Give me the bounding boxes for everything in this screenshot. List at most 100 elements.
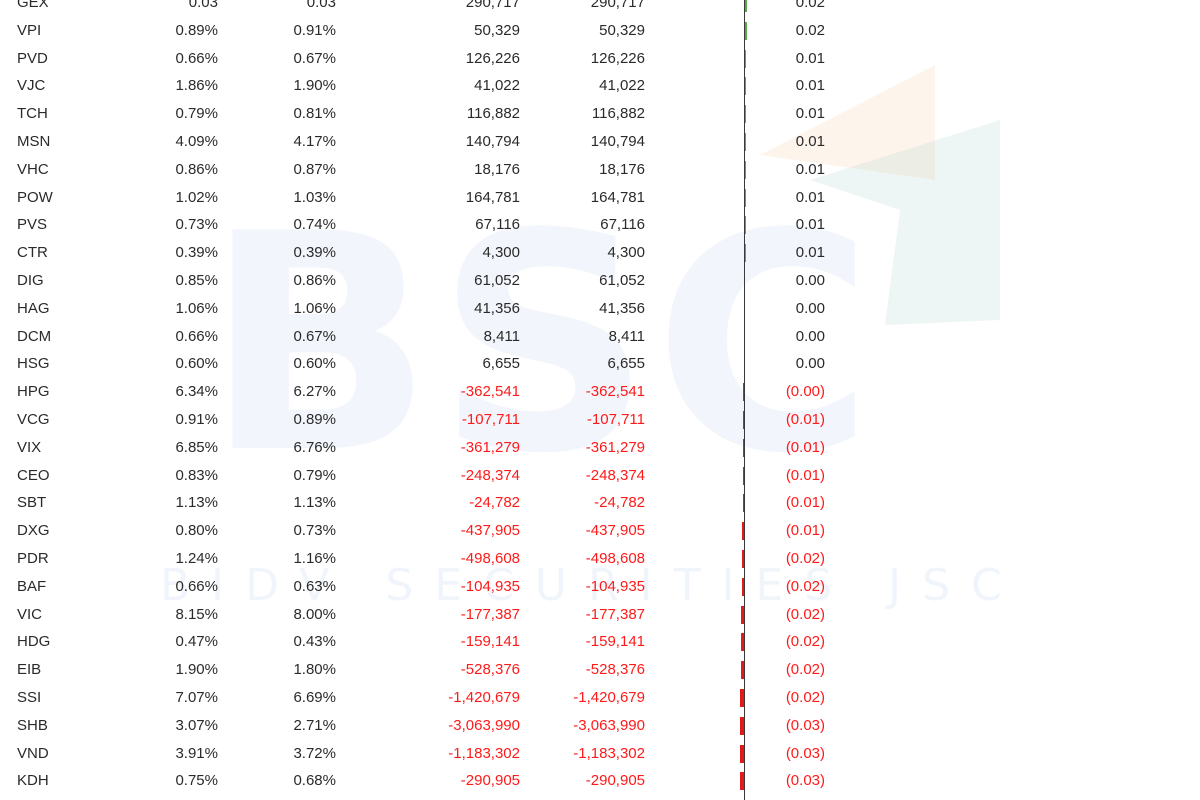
ticker-cell: CEO (17, 466, 50, 484)
impact-bar (744, 0, 747, 12)
ticker-cell: MSN (17, 132, 51, 150)
value-repeat-cell: -248,374 (585, 466, 645, 484)
table-row: VIX 6.85% 6.76% -361,279 -361,279 (0.01) (0, 434, 1200, 462)
table-row: CEO 0.83% 0.79% -248,374 -248,374 (0.01) (0, 462, 1200, 490)
ticker-cell: PDR (17, 549, 49, 567)
value-cell: 6,655 (482, 355, 520, 373)
table-row: HSG 0.60% 0.60% 6,655 6,655 0.00 (0, 350, 1200, 378)
ticker-cell: HDG (17, 633, 51, 651)
weight-before-cell: 0.91% (175, 410, 218, 428)
value-cell: -437,905 (460, 522, 520, 540)
weight-before-cell: 6.34% (175, 383, 218, 401)
weight-after-cell: 1.80% (293, 661, 336, 679)
impact-bar (740, 688, 744, 707)
table-row: PDR 1.24% 1.16% -498,608 -498,608 (0.02) (0, 545, 1200, 573)
table-row: VND 3.91% 3.72% -1,183,302 -1,183,302 (0… (0, 740, 1200, 768)
impact-cell: (0.02) (785, 577, 825, 595)
value-repeat-cell: 6,655 (607, 355, 645, 373)
value-repeat-cell: 67,116 (600, 216, 645, 234)
ticker-cell: HSG (17, 355, 50, 373)
value-cell: -177,387 (460, 605, 520, 623)
impact-bar (741, 577, 744, 596)
weight-before-cell: 0.79% (175, 105, 218, 123)
value-repeat-cell: 116,882 (591, 105, 645, 123)
impact-cell: (0.02) (785, 633, 825, 651)
ticker-cell: VND (17, 744, 49, 762)
table-row: PVS 0.73% 0.74% 67,116 67,116 0.01 (0, 211, 1200, 239)
weight-after-cell: 0.43% (293, 633, 336, 651)
weight-before-cell: 0.66% (175, 327, 218, 345)
ticker-cell: HAG (17, 299, 50, 317)
impact-cell: 0.01 (795, 49, 825, 67)
weight-after-cell: 2.71% (293, 716, 336, 734)
value-cell: -528,376 (460, 661, 520, 679)
weight-after-cell: 0.68% (293, 772, 336, 790)
value-cell: 4,300 (482, 244, 520, 262)
weight-after-cell: 0.39% (293, 244, 336, 262)
value-cell: 50,329 (474, 21, 520, 39)
table-row: VJC 1.86% 1.90% 41,022 41,022 0.01 (0, 72, 1200, 100)
table-row: GEX 0.03 0.03 290,717 290,717 0.02 (0, 0, 1200, 17)
value-cell: -361,279 (460, 438, 520, 456)
ticker-cell: SHB (17, 716, 48, 734)
weight-before-cell: 0.66% (175, 49, 218, 67)
value-repeat-cell: 164,781 (590, 188, 645, 206)
value-repeat-cell: 41,356 (599, 299, 645, 317)
value-cell: -107,711 (461, 410, 520, 428)
ticker-cell: PVD (17, 49, 48, 67)
ticker-cell: SSI (17, 688, 42, 706)
weight-after-cell: 0.74% (293, 216, 336, 234)
impact-bar (743, 410, 744, 429)
weight-after-cell: 1.13% (293, 494, 336, 512)
table-row: HDG 0.47% 0.43% -159,141 -159,141 (0.02) (0, 628, 1200, 656)
weight-before-cell: 0.86% (175, 160, 218, 178)
impact-cell: (0.01) (785, 438, 825, 456)
value-cell: 140,794 (465, 132, 520, 150)
weight-after-cell: 3.72% (293, 744, 336, 762)
impact-cell: (0.02) (785, 549, 825, 567)
value-repeat-cell: 126,226 (590, 49, 645, 67)
impact-cell: 0.01 (795, 188, 825, 206)
value-repeat-cell: -3,063,990 (573, 716, 645, 734)
table-row: SHB 3.07% 2.71% -3,063,990 -3,063,990 (0… (0, 712, 1200, 740)
value-cell: -1,420,679 (448, 688, 520, 706)
ticker-cell: VIC (17, 605, 43, 623)
impact-cell: (0.02) (785, 661, 825, 679)
value-repeat-cell: 290,717 (590, 0, 645, 11)
weight-before-cell: 0.89% (175, 21, 218, 39)
value-repeat-cell: -24,782 (594, 494, 645, 512)
impact-cell: (0.03) (785, 744, 825, 762)
ticker-cell: SBT (17, 494, 47, 512)
weight-after-cell: 0.81% (293, 105, 336, 123)
ticker-cell: PVS (17, 216, 48, 234)
ticker-cell: DCM (17, 327, 52, 345)
weight-before-cell: 4.09% (175, 132, 218, 150)
impact-bar (741, 633, 744, 652)
impact-cell: 0.01 (795, 132, 825, 150)
table-row: VIC 8.15% 8.00% -177,387 -177,387 (0.02) (0, 601, 1200, 629)
value-repeat-cell: -107,711 (586, 410, 645, 428)
value-repeat-cell: 41,022 (599, 77, 645, 95)
impact-cell: 0.02 (795, 0, 825, 11)
value-repeat-cell: 4,300 (607, 244, 645, 262)
value-repeat-cell: 18,176 (599, 160, 645, 178)
weight-after-cell: 0.60% (293, 355, 336, 373)
weight-after-cell: 8.00% (293, 605, 336, 623)
weight-after-cell: 6.69% (293, 688, 336, 706)
weight-before-cell: 0.83% (175, 466, 218, 484)
table-row: VPI 0.89% 0.91% 50,329 50,329 0.02 (0, 17, 1200, 45)
value-repeat-cell: 50,329 (599, 21, 645, 39)
value-repeat-cell: -437,905 (585, 522, 645, 540)
weight-before-cell: 0.66% (175, 577, 218, 595)
value-cell: -3,063,990 (448, 716, 520, 734)
impact-cell: (0.01) (785, 466, 825, 484)
value-cell: 61,052 (474, 271, 520, 289)
table-row: DXG 0.80% 0.73% -437,905 -437,905 (0.01) (0, 517, 1200, 545)
table-row: MSN 4.09% 4.17% 140,794 140,794 0.01 (0, 128, 1200, 156)
ticker-cell: BAF (17, 577, 47, 595)
weight-before-cell: 1.90% (175, 661, 218, 679)
table-row: VCG 0.91% 0.89% -107,711 -107,711 (0.01) (0, 406, 1200, 434)
ticker-cell: KDH (17, 772, 49, 790)
weight-before-cell: 6.85% (175, 438, 218, 456)
